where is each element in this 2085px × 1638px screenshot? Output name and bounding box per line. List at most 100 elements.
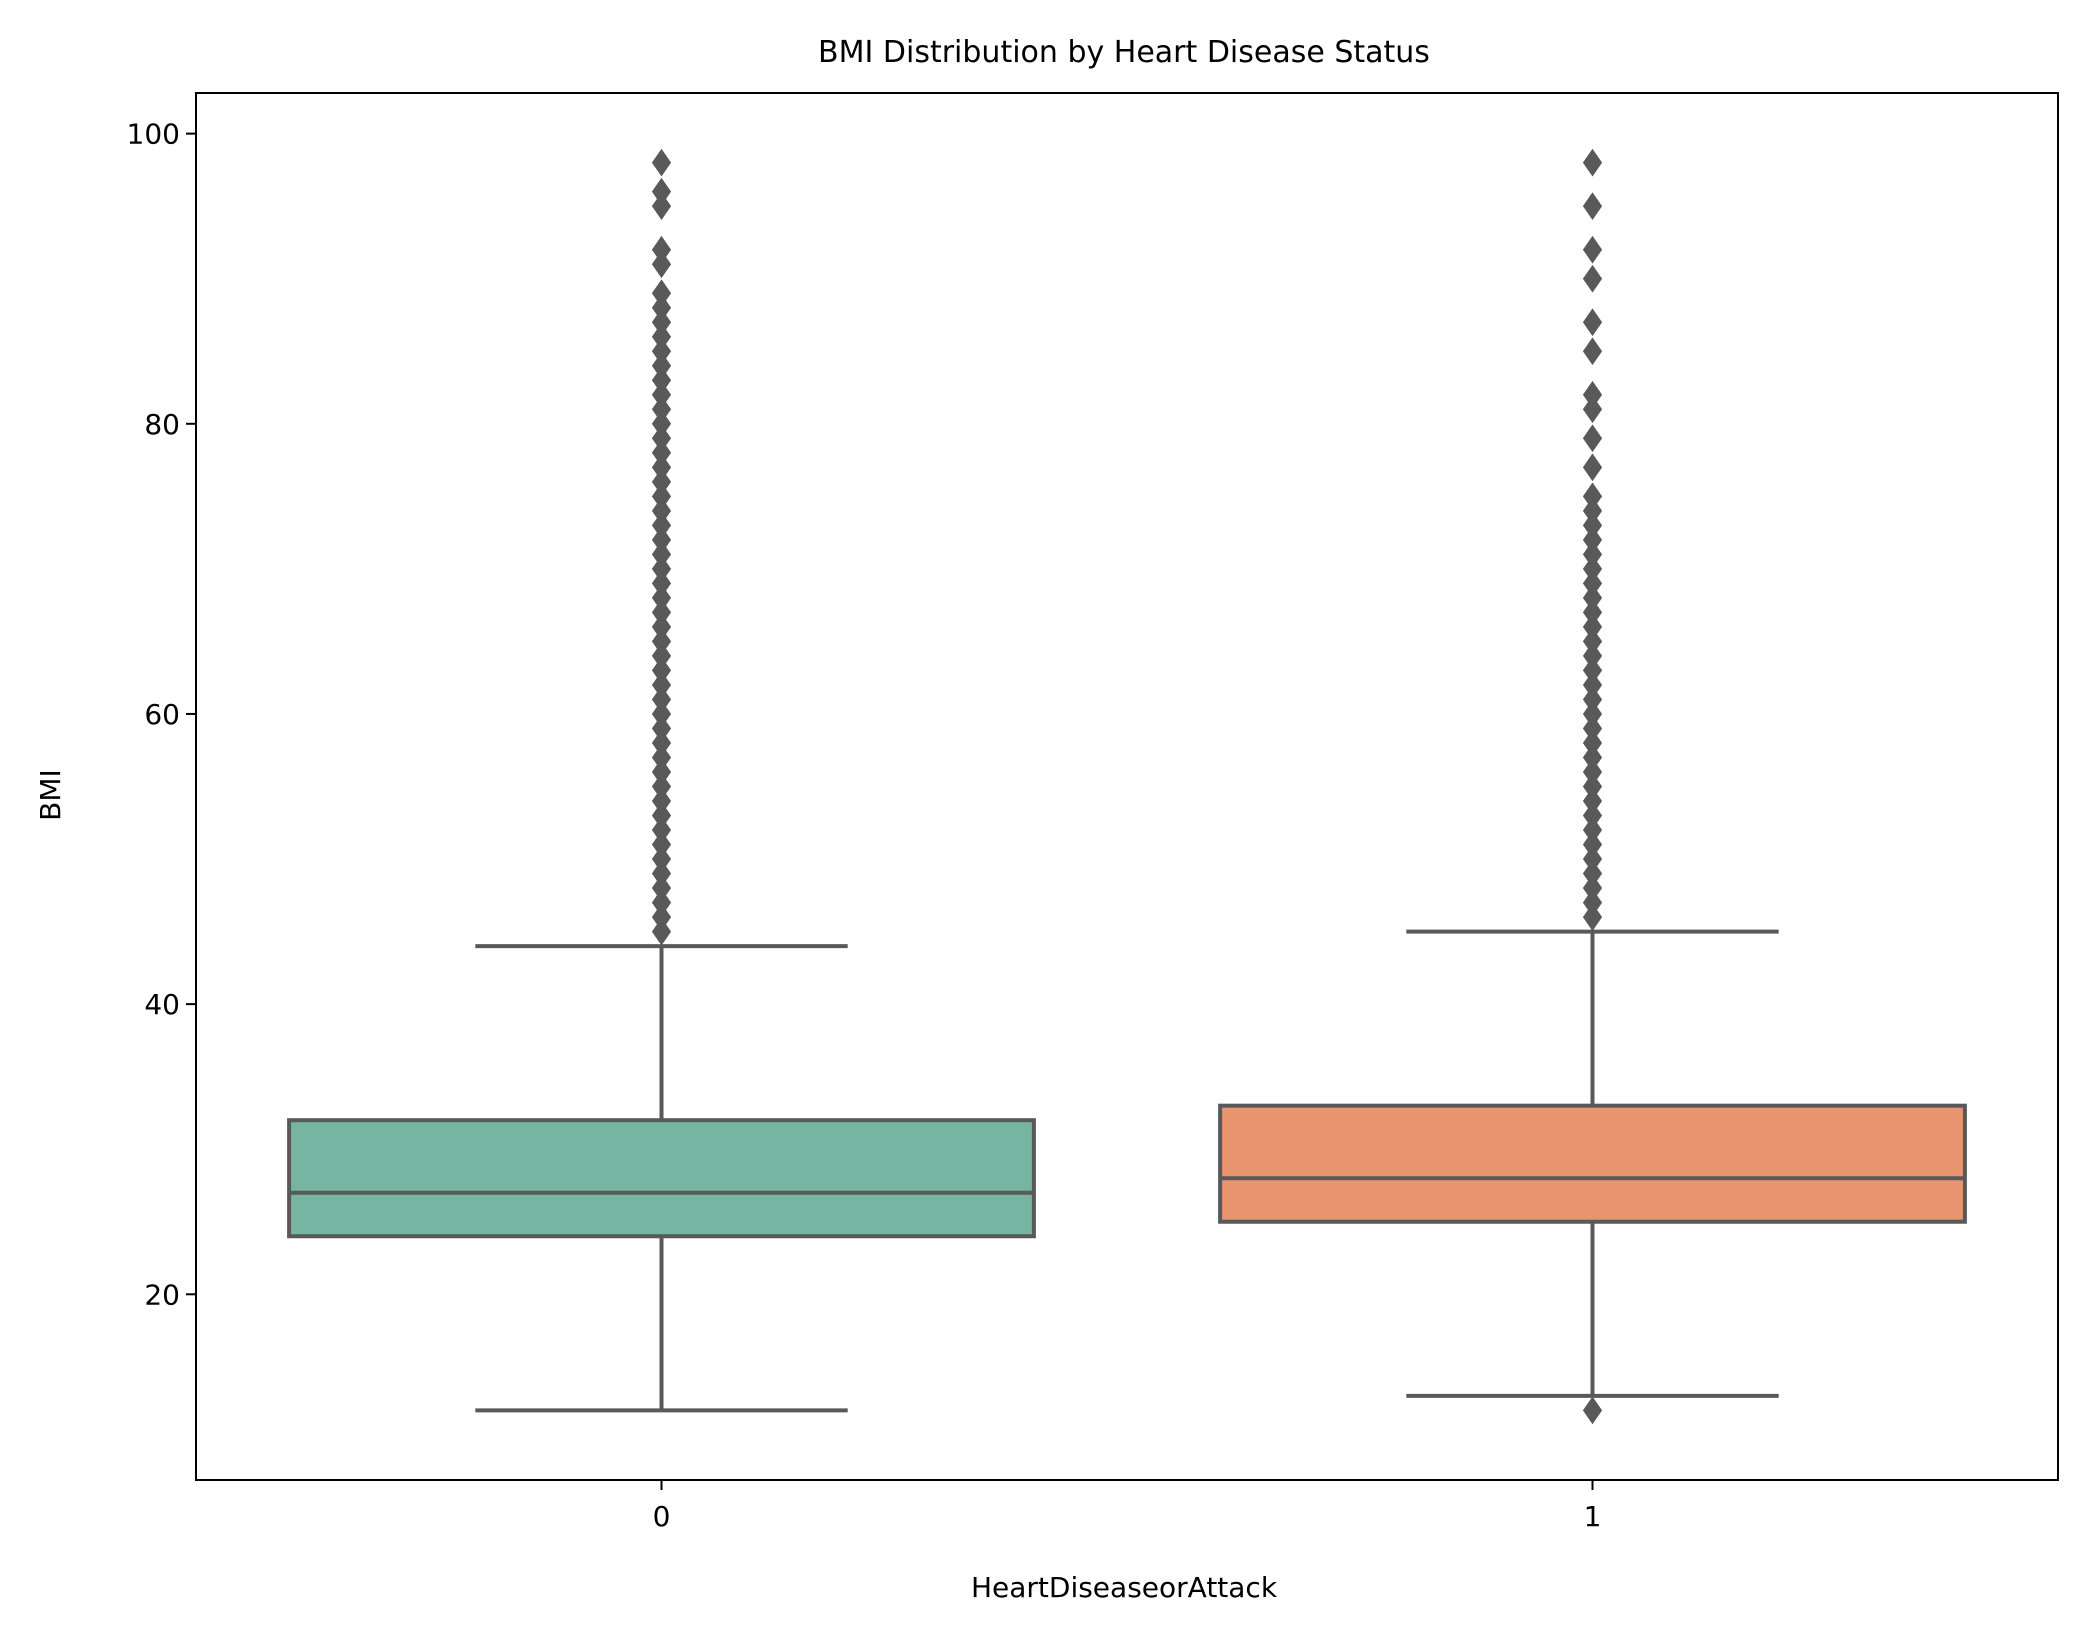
outlier-point (1582, 453, 1603, 482)
y-tick-label: 100 (127, 118, 180, 151)
x-tick-label: 1 (1584, 1500, 1602, 1533)
outlier-point (651, 496, 672, 525)
outlier-point (651, 424, 672, 453)
outlier-point (651, 192, 672, 221)
outlier-point (651, 830, 672, 859)
plot-area: 20 40 60 80 100 0 1 (127, 92, 2059, 1533)
outlier-point (651, 467, 672, 496)
outlier-point (651, 453, 672, 482)
outlier-point (651, 148, 672, 177)
outlier-point (651, 438, 672, 467)
outlier-point (651, 177, 672, 206)
outlier-point (651, 845, 672, 873)
outlier-point (651, 627, 672, 656)
outlier-point (1582, 801, 1603, 830)
outlier-point (651, 554, 672, 583)
box-0 (287, 1118, 1036, 1239)
outlier-point (1582, 395, 1603, 424)
axes-frame (195, 92, 2059, 1481)
outlier-point (1582, 685, 1603, 714)
outlier-point (1582, 1396, 1603, 1425)
outlier-point (1582, 772, 1603, 801)
outlier-point (651, 293, 672, 322)
outlier-point (1582, 613, 1603, 641)
outlier-point (651, 337, 672, 366)
y-tick-label: 40 (144, 988, 180, 1021)
outlier-point (651, 613, 672, 641)
outlier-point (1582, 743, 1603, 772)
outlier-point (1582, 308, 1603, 337)
outlier-point (1582, 337, 1603, 366)
box-1 (1218, 1103, 1967, 1224)
outlier-point (1582, 714, 1603, 743)
outlier-point (651, 729, 672, 757)
outlier-point (651, 642, 672, 670)
outlier-point (1582, 554, 1603, 583)
outlier-point (651, 685, 672, 714)
outlier-point (651, 917, 672, 946)
outlier-point (651, 714, 672, 743)
outlier-point (651, 801, 672, 830)
y-axis-label: BMI (34, 769, 67, 821)
outlier-point (651, 787, 672, 815)
outlier-point (1582, 729, 1603, 757)
x-axis-label: HeartDiseaseorAttack (971, 1571, 1278, 1604)
outlier-point (1582, 380, 1603, 409)
outlier-point (1582, 627, 1603, 656)
outlier-point (1582, 830, 1603, 859)
outlier-point (651, 743, 672, 772)
outlier-point (651, 772, 672, 801)
outlier-point (651, 482, 672, 511)
outlier-point (651, 279, 672, 308)
outlier-point (1582, 264, 1603, 293)
outlier-point (651, 380, 672, 409)
outlier-point (1582, 656, 1603, 685)
y-tick-label: 60 (144, 698, 180, 731)
outlier-point (651, 409, 672, 438)
outlier-point (1582, 525, 1603, 554)
outlier-point (651, 322, 672, 351)
outlier-point (1582, 787, 1603, 815)
x-tick-label: 0 (653, 1500, 671, 1533)
outlier-point (651, 351, 672, 380)
outlier-point (651, 250, 672, 279)
outlier-point (1582, 700, 1603, 728)
outlier-point (1582, 192, 1603, 221)
outlier-point (651, 395, 672, 424)
outlier-point (1582, 758, 1603, 786)
outlier-point (651, 598, 672, 627)
outlier-point (1582, 148, 1603, 177)
outlier-point (1582, 859, 1603, 888)
outlier-point (651, 569, 672, 598)
outlier-point (1582, 511, 1603, 540)
outlier-point (1582, 482, 1603, 511)
outlier-point (651, 859, 672, 888)
outlier-point (651, 758, 672, 786)
outlier-point (651, 235, 672, 264)
outlier-point (1582, 540, 1603, 569)
outlier-point (1582, 569, 1603, 598)
outlier-point (651, 671, 672, 699)
outlier-point (1582, 888, 1603, 917)
outlier-point (1582, 671, 1603, 699)
outlier-point (651, 816, 672, 844)
outlier-point (651, 656, 672, 685)
outlier-point (651, 584, 672, 612)
outlier-point (1582, 642, 1603, 670)
outlier-point (1582, 584, 1603, 612)
outlier-point (651, 366, 672, 395)
outlier-point (1582, 845, 1603, 873)
y-tick-label: 80 (144, 408, 180, 441)
outlier-point (651, 525, 672, 554)
outlier-point (651, 874, 672, 902)
outlier-point (1582, 816, 1603, 844)
outlier-point (651, 700, 672, 728)
chart-title: BMI Distribution by Heart Disease Status (818, 35, 1430, 70)
outlier-point (651, 540, 672, 569)
outlier-point (651, 511, 672, 540)
outlier-point (651, 888, 672, 917)
outlier-point (1582, 235, 1603, 264)
outlier-point (651, 308, 672, 337)
